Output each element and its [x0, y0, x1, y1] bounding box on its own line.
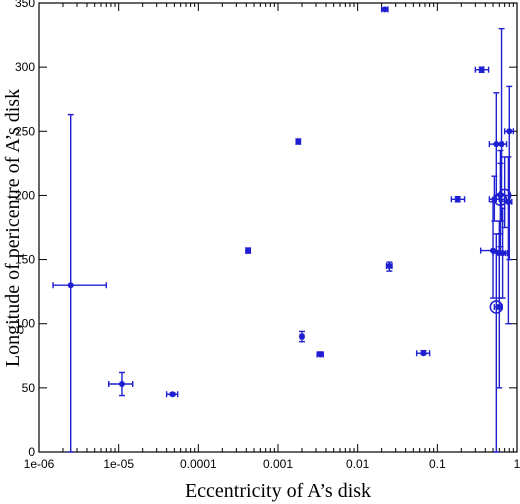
x-tick-label: 0.01 — [346, 457, 370, 471]
y-tick-label: 0 — [28, 445, 35, 459]
dot-marker — [298, 333, 305, 340]
dot-marker — [317, 351, 324, 358]
data-point — [385, 261, 393, 272]
data-point — [496, 27, 508, 222]
dot-marker — [499, 250, 506, 257]
data-point — [479, 201, 502, 299]
y-tick-label: 50 — [22, 381, 36, 395]
y-tick-label: 100 — [15, 317, 35, 331]
y-tick-label: 350 — [15, 0, 35, 10]
dot-marker — [386, 262, 393, 269]
data-point — [503, 85, 515, 261]
data-point — [165, 391, 179, 398]
dot-marker — [381, 6, 388, 13]
x-tick-label: 1e-06 — [24, 457, 55, 471]
x-tick-label: 1 — [514, 457, 520, 471]
dot-marker — [498, 141, 505, 148]
dot-marker — [295, 138, 302, 145]
open-circle-marker — [497, 188, 512, 203]
open-circle-marker — [489, 300, 504, 314]
dot-marker — [454, 196, 461, 203]
data-points — [52, 6, 515, 453]
x-tick-label: 0.0001 — [180, 457, 217, 471]
dot-marker — [67, 282, 74, 289]
data-point — [415, 349, 431, 357]
x-axis-ticks: 1e-06 1e-05 0.0001 0.001 0.01 0.1 1 — [24, 3, 520, 471]
dot-marker — [244, 247, 251, 254]
data-point — [450, 196, 466, 203]
dot-marker — [169, 391, 176, 398]
data-point — [298, 330, 305, 343]
x-tick-label: 0.1 — [429, 457, 446, 471]
dot-marker — [118, 381, 125, 388]
dot-marker — [506, 128, 513, 135]
data-point — [380, 6, 389, 13]
y-tick-label: 200 — [15, 188, 35, 202]
dot-marker — [478, 66, 485, 73]
y-tick-label: 150 — [15, 253, 35, 267]
x-axis-title: Eccentricity of A’s disk — [185, 480, 371, 502]
data-point — [108, 371, 134, 397]
y-axis-title: Longitude of pericentre of A’s disk — [2, 89, 24, 367]
data-point — [474, 66, 490, 73]
data-point — [503, 156, 513, 325]
data-point — [489, 233, 504, 453]
x-tick-label: 0.001 — [263, 457, 293, 471]
data-point — [316, 351, 324, 358]
data-point — [295, 138, 302, 145]
data-point — [497, 156, 512, 229]
data-point — [52, 113, 108, 453]
dot-marker — [420, 350, 427, 357]
y-tick-label: 300 — [15, 60, 35, 74]
x-tick-label: 1e-05 — [103, 457, 134, 471]
y-tick-label: 250 — [15, 124, 35, 138]
data-point — [244, 247, 252, 254]
y-axis-ticks: 0 50 100 150 200 250 300 350 — [15, 0, 517, 459]
